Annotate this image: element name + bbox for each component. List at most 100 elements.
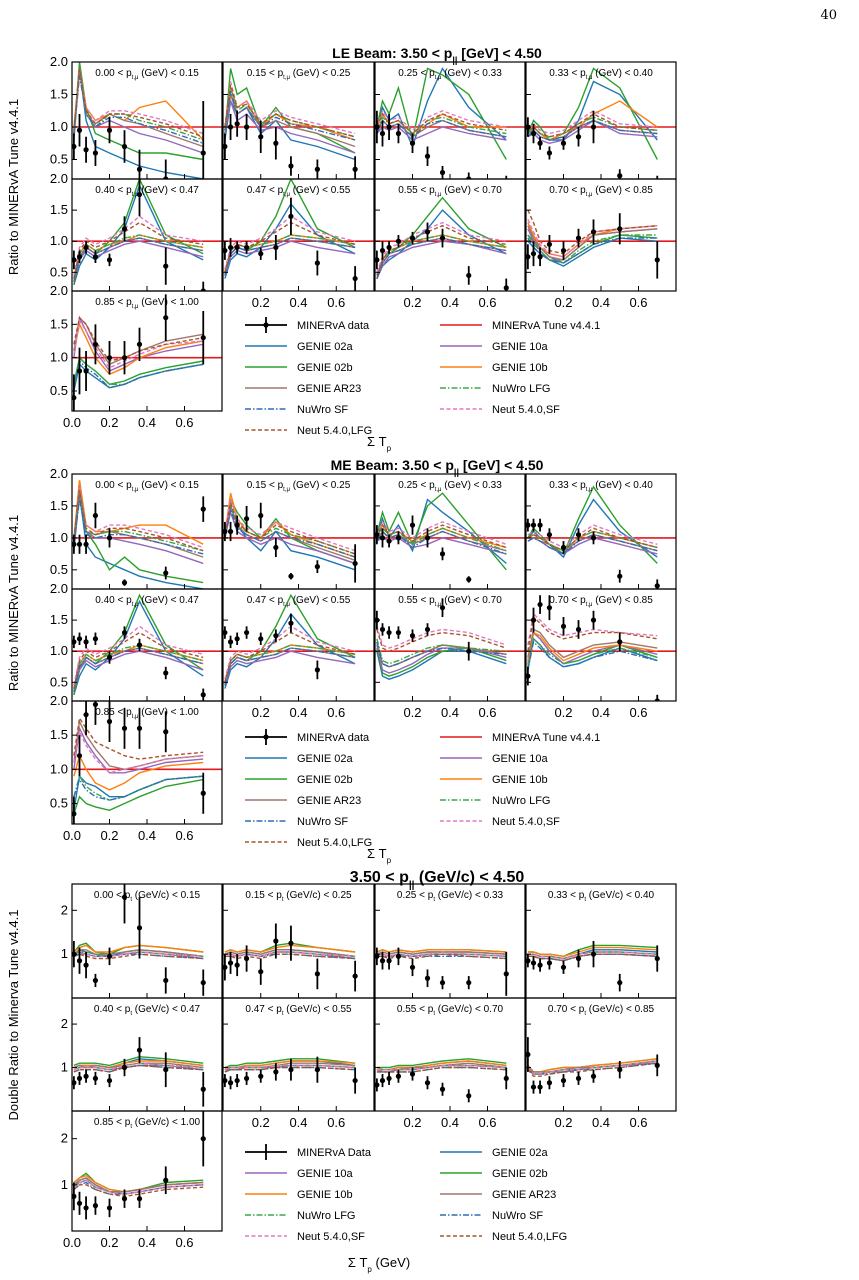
- series-neut-lfg: [376, 629, 507, 652]
- data-point: [121, 629, 128, 636]
- data-point: [409, 633, 416, 639]
- data-point: [227, 1080, 234, 1086]
- data-point: [243, 629, 250, 636]
- data-point: [439, 1086, 446, 1092]
- panel-bin-label: 0.00 < pt,μ (GeV) < 0.15: [95, 480, 199, 493]
- data-point: [617, 980, 623, 986]
- data-point: [72, 811, 77, 817]
- data-point: [424, 626, 431, 633]
- x-tick-label: 0.4: [138, 415, 156, 430]
- series-genie-02b: [73, 356, 204, 386]
- data-point: [466, 1093, 472, 1099]
- data-point: [200, 288, 206, 291]
- data-point: [106, 1205, 113, 1211]
- data-point: [83, 639, 89, 645]
- y-tick-label: 1.5: [50, 87, 68, 102]
- data-point: [537, 522, 543, 528]
- x-tick-label: 0.6: [478, 705, 496, 720]
- panel-bin-label: 0.40 < pt,μ (GeV) < 0.47: [95, 595, 199, 608]
- data-point: [258, 969, 264, 975]
- series-neut-sf: [527, 612, 658, 646]
- series-nuwro-sf: [376, 119, 507, 138]
- series-neut-sf: [224, 1064, 356, 1071]
- data-point: [530, 522, 537, 528]
- data-point: [395, 238, 402, 244]
- series-genie-10a: [527, 631, 658, 665]
- x-tick-label: 0.4: [289, 295, 307, 310]
- x-tick-label: 0.2: [554, 295, 572, 310]
- data-point: [379, 535, 386, 541]
- data-point: [546, 532, 553, 538]
- panel-7: 0.2 0.4 0.6: [374, 588, 526, 720]
- data-point: [92, 341, 99, 347]
- y-tick-label: 1.0: [50, 761, 68, 776]
- data-point: [560, 964, 567, 970]
- series-genie-02b: [527, 485, 658, 564]
- x-tick-label: 0.6: [175, 828, 193, 843]
- data-point: [314, 564, 320, 570]
- data-point: [504, 180, 509, 185]
- data-point: [617, 226, 623, 232]
- data-point: [106, 257, 113, 263]
- x-tick-label: 0.4: [441, 295, 459, 310]
- panel-plot-area: [375, 598, 525, 680]
- y-tick-label: 0.5: [50, 383, 68, 398]
- x-tick-label: 0.2: [100, 828, 118, 843]
- page-number: 40: [820, 8, 837, 23]
- panel-bin-label: 0.55 < pt,μ (GeV) < 0.70: [398, 595, 502, 608]
- series-neut-lfg: [527, 953, 658, 962]
- panel-plot-area: [223, 593, 374, 689]
- data-point: [386, 124, 392, 130]
- data-point: [409, 964, 416, 970]
- data-point: [136, 341, 143, 347]
- data-point: [386, 538, 392, 544]
- data-point: [136, 1196, 143, 1202]
- data-point: [654, 955, 660, 962]
- series-neut-sf: [376, 520, 507, 545]
- series-neut-lfg: [224, 221, 356, 273]
- data-point: [560, 247, 567, 254]
- data-point: [503, 1075, 509, 1082]
- y-tick-label: 1.5: [50, 727, 68, 742]
- data-point: [227, 124, 234, 130]
- data-point: [439, 551, 446, 557]
- y-tick-label: 0.5: [50, 264, 68, 279]
- panel-bin-label: 0.25 < pt,μ (GeV) < 0.33: [398, 480, 502, 493]
- data-point: [258, 636, 264, 642]
- data-point: [76, 1075, 83, 1082]
- y-axis-label: Ratio to MINERvA Tune v4.4.1: [6, 515, 21, 691]
- series-genie-ar23: [376, 951, 507, 955]
- data-point: [379, 247, 386, 254]
- x-tick-label: 0.2: [554, 1115, 572, 1130]
- data-point: [314, 667, 320, 673]
- panel-bin-label: 0.15 < pt,μ (GeV) < 0.25: [247, 68, 351, 81]
- data-point: [76, 254, 83, 260]
- series-genie-10b: [224, 87, 356, 141]
- data-point: [575, 955, 582, 962]
- panel-bin-label: 0.00 < pt (GeV/c) < 0.15: [94, 890, 201, 903]
- panel-bin-label: 0.55 < pt (GeV/c) < 0.70: [397, 1004, 504, 1017]
- data-point: [654, 583, 660, 589]
- series-nuwro-sf: [73, 775, 204, 801]
- series-neut-lfg: [73, 716, 204, 760]
- legend: MINERvA data MINERvA Tune v4.4.1 GENIE 02a…: [245, 729, 600, 849]
- data-point: [537, 254, 543, 260]
- data-point: [83, 1205, 89, 1211]
- legend-label: MINERvA data: [297, 320, 370, 332]
- data-point: [273, 544, 279, 551]
- data-point: [92, 150, 99, 156]
- y-tick-label: 1: [61, 946, 68, 961]
- data-point: [424, 153, 431, 159]
- y-tick-label: 2.0: [50, 581, 68, 596]
- x-tick-label: 0.6: [629, 705, 647, 720]
- y-tick-label: 1: [61, 1177, 68, 1192]
- panel-bin-label: 0.47 < pt,μ (GeV) < 0.55: [247, 595, 351, 608]
- x-tick-label: 0.4: [138, 828, 156, 843]
- panel-bin-label: 0.25 < pt (GeV/c) < 0.33: [397, 890, 504, 903]
- data-point: [273, 938, 279, 944]
- data-point: [503, 971, 509, 977]
- series-genie-10b: [73, 234, 204, 279]
- data-point: [72, 639, 77, 645]
- data-point: [590, 951, 597, 957]
- data-point: [234, 636, 240, 642]
